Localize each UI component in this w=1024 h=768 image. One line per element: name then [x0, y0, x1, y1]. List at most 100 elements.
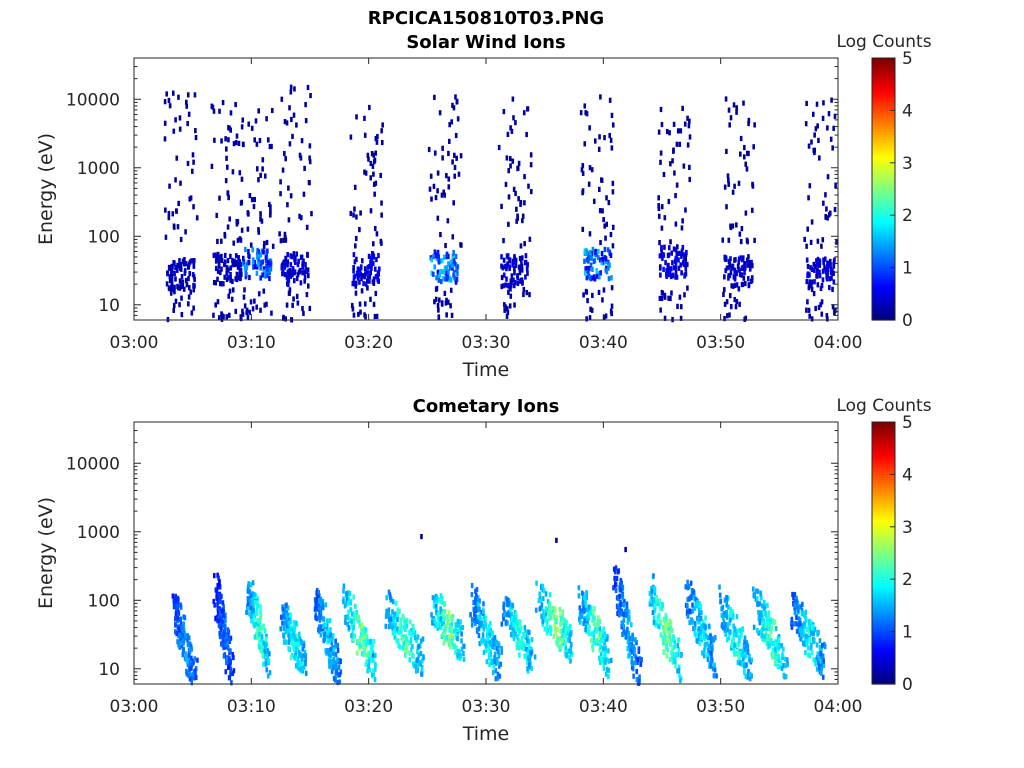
heatmap-cell: [758, 620, 762, 626]
heatmap-cell: [677, 637, 680, 643]
heatmap-cell: [433, 618, 437, 624]
heatmap-cell: [825, 276, 829, 282]
heatmap-cell: [609, 657, 613, 663]
heatmap-cell: [301, 646, 305, 652]
heatmap-cell: [517, 631, 521, 637]
heatmap-cell: [477, 633, 481, 639]
heatmap-cell: [221, 631, 225, 637]
heatmap-cell: [597, 633, 601, 639]
heatmap-cell: [289, 630, 293, 636]
heatmap-cell: [507, 289, 510, 295]
heatmap-cell: [818, 273, 822, 279]
heatmap-cell: [224, 136, 227, 142]
heatmap-cell: [497, 144, 501, 151]
heatmap-cell: [739, 151, 742, 157]
heatmap-cell: [284, 256, 288, 263]
heatmap-cell: [373, 666, 377, 672]
heatmap-cell: [769, 628, 773, 634]
colorbar-segment: [872, 550, 895, 554]
heatmap-cell: [193, 283, 196, 289]
heatmap-cell: [358, 226, 361, 233]
heatmap-cell: [663, 292, 667, 298]
heatmap-cell: [526, 270, 529, 276]
heatmap-cell: [178, 258, 181, 264]
heatmap-cell: [686, 613, 690, 619]
colorbar-segment: [872, 196, 895, 201]
heatmap-cell: [729, 617, 732, 623]
heatmap-cell: [366, 285, 369, 291]
heatmap-cell: [253, 623, 256, 629]
heatmap-cell: [729, 256, 732, 262]
heatmap-cell: [264, 636, 268, 642]
heatmap-cell: [228, 648, 232, 654]
heatmap-cell: [220, 138, 223, 144]
colorbar-segment: [872, 511, 895, 515]
heatmap-cell: [634, 637, 637, 643]
heatmap-cell: [219, 238, 223, 244]
heatmap-cell: [592, 620, 596, 626]
heatmap-cell: [660, 121, 664, 128]
heatmap-cell: [658, 239, 661, 246]
heatmap-cell: [791, 591, 794, 598]
heatmap-cell: [192, 263, 196, 269]
heatmap-cell: [401, 613, 405, 619]
heatmap-cell: [344, 614, 347, 621]
heatmap-cell: [667, 295, 670, 301]
heatmap-cell: [665, 641, 668, 647]
heatmap-cell: [440, 621, 444, 627]
heatmap-cell: [762, 618, 765, 624]
heatmap-cell: [758, 601, 762, 607]
heatmap-cell: [488, 628, 491, 634]
heatmap-cell: [599, 644, 603, 650]
heatmap-cell: [508, 600, 512, 607]
heatmap-cell: [742, 663, 746, 669]
heatmap-cell: [179, 616, 183, 622]
heatmap-cell: [816, 651, 820, 657]
heatmap-cell: [516, 275, 520, 281]
heatmap-cell: [279, 238, 283, 244]
heatmap-cell: [741, 264, 745, 270]
heatmap-cell: [696, 615, 699, 621]
colorbar-segment: [872, 479, 895, 483]
heatmap-cell: [402, 640, 406, 646]
heatmap-cell: [517, 627, 521, 633]
heatmap-cell: [529, 162, 533, 168]
heatmap-cell: [248, 611, 251, 617]
heatmap-cell: [798, 627, 802, 633]
colorbar-segment: [872, 665, 895, 669]
heatmap-cell: [829, 269, 833, 275]
heatmap-cell: [605, 636, 609, 642]
heatmap-cell: [395, 611, 398, 617]
heatmap-cell: [478, 641, 482, 647]
heatmap-cell: [362, 638, 365, 644]
heatmap-cell: [439, 593, 443, 599]
colorbar-segment: [872, 139, 895, 143]
heatmap-cell: [581, 190, 584, 196]
heatmap-cell: [447, 184, 451, 190]
heatmap-cell: [548, 615, 551, 621]
heatmap-cell: [313, 597, 317, 603]
heatmap-cell: [225, 146, 228, 152]
y-tick-label: 100: [88, 227, 120, 247]
heatmap-cell: [371, 241, 375, 247]
heatmap-cell: [554, 607, 557, 613]
heatmap-cell: [671, 652, 675, 658]
heatmap-cell: [584, 627, 587, 633]
heatmap-cell: [167, 97, 171, 104]
heatmap-cell: [507, 609, 510, 616]
heatmap-cell: [187, 285, 191, 291]
heatmap-cell: [816, 123, 819, 129]
heatmap-cell: [364, 314, 367, 320]
heatmap-cell: [219, 598, 222, 605]
heatmap-cell: [582, 620, 585, 627]
heatmap-cell: [179, 621, 183, 627]
heatmap-cell: [793, 621, 796, 627]
heatmap-cell: [377, 252, 380, 259]
heatmap-cell: [746, 649, 750, 655]
heatmap-cell: [707, 643, 711, 650]
heatmap-cell: [541, 621, 545, 627]
heatmap-cell: [753, 237, 756, 244]
heatmap-cell: [361, 258, 364, 264]
heatmap-cell: [443, 290, 447, 297]
heatmap-cell: [655, 620, 658, 626]
